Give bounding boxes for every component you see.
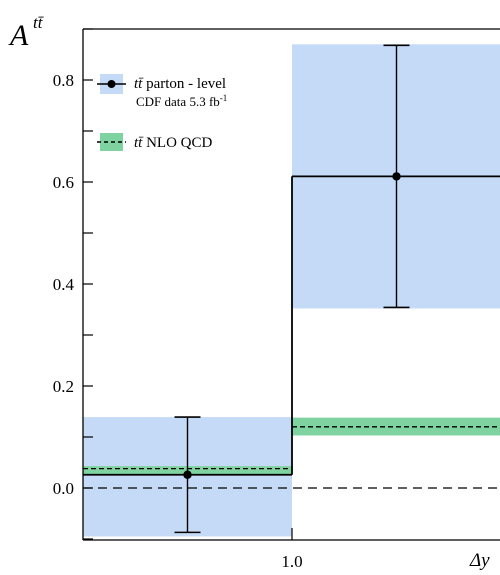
legend: tt̄ parton - level CDF data 5.3 fb-1 tt̄… [97, 74, 227, 151]
legend-entry-data-line2: CDF data 5.3 fb-1 [136, 93, 227, 109]
y-axis-label-superscript: tt̄ [33, 13, 45, 32]
y-tick-label: 0.0 [53, 479, 74, 498]
data-point-1 [183, 470, 192, 479]
ticks-layer: 0.0 0.2 0.4 0.6 0.8 1.0 [53, 28, 303, 571]
legend-entry-nlo: tt̄ NLO QCD [134, 135, 213, 151]
data-point-2 [392, 172, 401, 181]
lines-layer [83, 44, 500, 534]
y-axis-title: A tt̄ [8, 13, 45, 52]
y-axis-label: A [8, 19, 29, 52]
x-axis-label: Δy [469, 550, 490, 571]
x-tick-label: 1.0 [281, 552, 302, 571]
y-tick-label: 0.2 [53, 377, 74, 396]
y-tick-label: 0.8 [53, 71, 74, 90]
legend-entry-data: tt̄ parton - level [134, 76, 226, 92]
y-tick-label: 0.6 [53, 173, 74, 192]
legend-data-marker [107, 80, 116, 88]
y-tick-label: 0.4 [53, 275, 75, 294]
